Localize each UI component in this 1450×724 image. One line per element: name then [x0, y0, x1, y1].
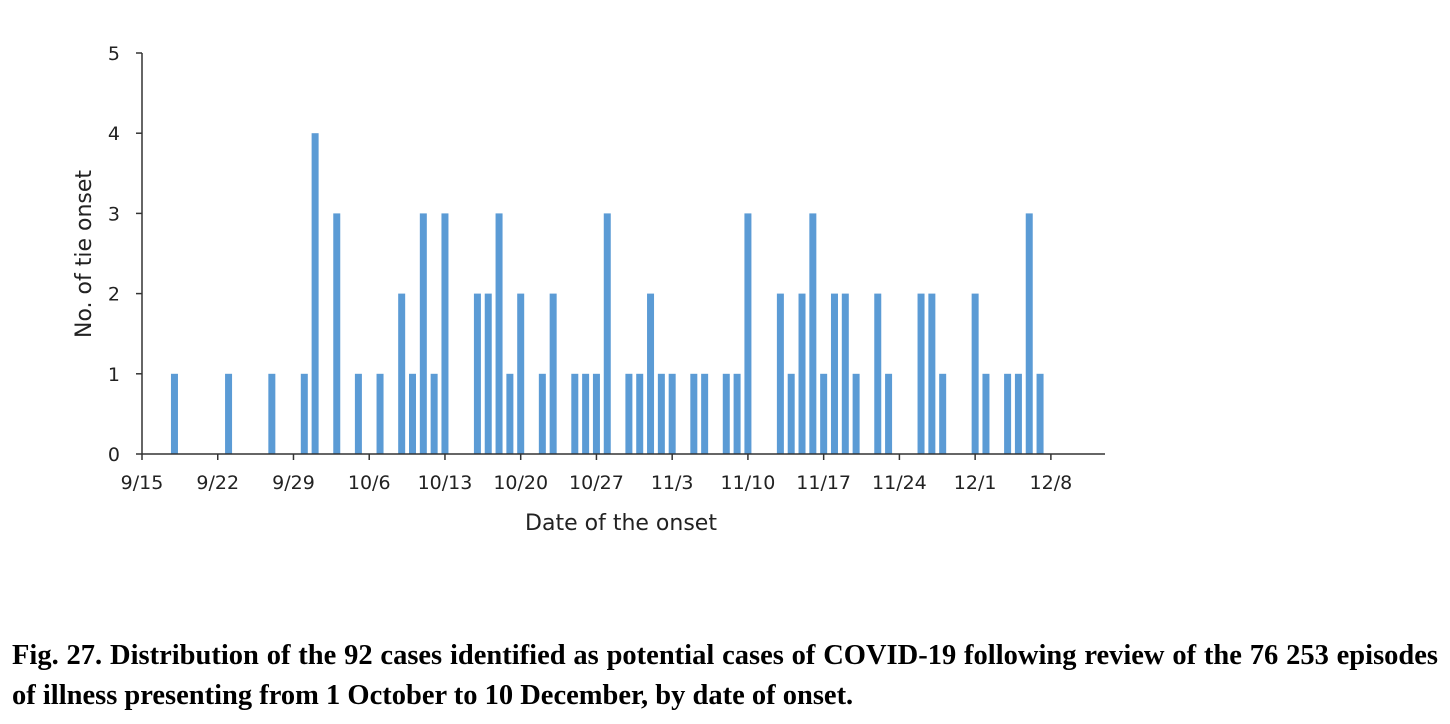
- bar: [625, 373, 633, 454]
- bar: [268, 373, 276, 454]
- bar: [798, 293, 806, 454]
- bar: [419, 213, 427, 454]
- bar: [354, 373, 362, 454]
- bar: [841, 293, 849, 454]
- y-tick-label: 0: [108, 444, 120, 466]
- y-tick-label: 1: [108, 364, 120, 386]
- bar: [409, 373, 416, 454]
- bar: [647, 293, 655, 454]
- bar: [776, 293, 784, 454]
- bar: [744, 213, 752, 454]
- bar: [874, 293, 882, 454]
- tick-labels-group: 0 1 2 3 4 5 9/15 9/22 9/29 10/6 10/13 10/20 10/27 11/…: [108, 43, 1072, 494]
- bar: [830, 293, 838, 454]
- bar: [582, 373, 590, 454]
- x-tick-label: 10/13: [418, 472, 473, 494]
- bar: [971, 293, 979, 454]
- bar: [733, 373, 741, 454]
- bar: [484, 293, 492, 454]
- bar: [657, 373, 665, 454]
- bar: [668, 373, 676, 454]
- bar: [311, 133, 319, 454]
- bar: [701, 373, 709, 454]
- bar: [376, 373, 384, 454]
- x-tick-label: 9/29: [272, 472, 315, 494]
- bar: [549, 293, 557, 454]
- bar: [495, 213, 503, 454]
- y-tick-label: 3: [108, 203, 120, 225]
- y-tick-label: 5: [108, 43, 120, 65]
- bar: [787, 373, 795, 454]
- bar: [603, 213, 611, 454]
- bar: [820, 373, 828, 454]
- bar: [928, 293, 936, 454]
- y-tick-label: 4: [108, 123, 120, 145]
- y-tick-label: 2: [108, 284, 120, 306]
- bar: [398, 293, 406, 454]
- bar: [225, 373, 233, 454]
- axes-group: [141, 53, 1105, 455]
- x-tick-label: 10/27: [569, 472, 624, 494]
- bar: [690, 373, 698, 454]
- bar: [473, 293, 481, 454]
- bar: [885, 373, 893, 454]
- bar: [852, 373, 860, 454]
- bar: [592, 373, 600, 454]
- bar: [571, 373, 579, 454]
- bar: [722, 373, 730, 454]
- y-axis-title: No. of tie onset: [72, 170, 97, 338]
- bar: [1004, 373, 1012, 454]
- x-axis-title: Date of the onset: [525, 511, 717, 536]
- bar: [1014, 373, 1022, 454]
- x-tick-label: 10/6: [348, 472, 391, 494]
- bar: [982, 373, 990, 454]
- figure-caption: Fig. 27. Distribution of the 92 cases id…: [12, 640, 1438, 711]
- bar: [517, 293, 525, 454]
- x-tick-label: 9/22: [196, 472, 239, 494]
- x-tick-label: 11/24: [872, 472, 927, 494]
- bar: [538, 373, 546, 454]
- bar: [170, 373, 178, 454]
- bars-group: [170, 133, 1044, 454]
- x-tick-label: 11/3: [651, 472, 694, 494]
- bar: [1036, 373, 1044, 454]
- bar: [506, 373, 514, 454]
- bar: [1025, 213, 1033, 454]
- bar: [636, 373, 644, 454]
- bar: [333, 213, 341, 454]
- bar: [809, 213, 817, 454]
- bar: [300, 373, 308, 454]
- bar: [939, 373, 947, 454]
- bar: [917, 293, 925, 454]
- bar: [430, 373, 438, 454]
- x-tick-label: 12/1: [954, 472, 997, 494]
- bar: [441, 213, 449, 454]
- x-tick-label: 11/17: [796, 472, 851, 494]
- x-tick-label: 9/15: [121, 472, 164, 494]
- x-tick-label: 11/10: [721, 472, 776, 494]
- x-tick-label: 10/20: [493, 472, 548, 494]
- bar-chart: 0 1 2 3 4 5 9/15 9/22 9/29 10/6 10/13 10/20 10/27 11/…: [72, 43, 1105, 536]
- x-tick-label: 12/8: [1030, 472, 1073, 494]
